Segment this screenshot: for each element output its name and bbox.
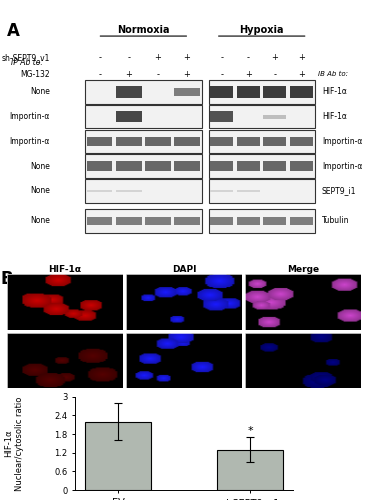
FancyBboxPatch shape <box>174 136 200 146</box>
FancyBboxPatch shape <box>116 190 142 192</box>
FancyBboxPatch shape <box>210 111 233 122</box>
FancyBboxPatch shape <box>263 162 286 171</box>
Text: Importin-α: Importin-α <box>9 137 50 146</box>
Text: sh-SEPT9_v1: sh-SEPT9_v1 <box>1 52 50 62</box>
FancyBboxPatch shape <box>237 190 260 192</box>
FancyBboxPatch shape <box>87 190 113 192</box>
FancyBboxPatch shape <box>263 86 286 98</box>
Text: SEPT9_i1: SEPT9_i1 <box>322 186 356 196</box>
Text: +: + <box>298 52 305 62</box>
FancyBboxPatch shape <box>85 80 202 104</box>
Text: HIF-1α: HIF-1α <box>322 112 347 121</box>
FancyBboxPatch shape <box>209 130 315 153</box>
Text: IP Ab to:: IP Ab to: <box>11 58 43 66</box>
Text: -: - <box>273 70 276 79</box>
FancyBboxPatch shape <box>237 216 260 225</box>
FancyBboxPatch shape <box>210 216 233 225</box>
FancyBboxPatch shape <box>85 130 202 153</box>
FancyBboxPatch shape <box>210 86 233 98</box>
Text: +: + <box>245 70 252 79</box>
FancyBboxPatch shape <box>209 209 315 233</box>
Text: *: * <box>247 426 253 436</box>
FancyBboxPatch shape <box>263 114 286 118</box>
Text: -: - <box>127 52 130 62</box>
Text: IB Ab to:: IB Ab to: <box>318 72 348 78</box>
FancyBboxPatch shape <box>237 162 260 171</box>
Bar <box>217 450 283 490</box>
Text: -: - <box>220 70 223 79</box>
Title: HIF-1α: HIF-1α <box>49 264 82 274</box>
Bar <box>85 422 151 490</box>
FancyBboxPatch shape <box>145 162 171 171</box>
FancyBboxPatch shape <box>116 162 142 171</box>
FancyBboxPatch shape <box>263 216 286 225</box>
Text: +: + <box>155 52 162 62</box>
Text: -: - <box>247 52 250 62</box>
Text: Importin-α: Importin-α <box>322 137 362 146</box>
Text: None: None <box>30 216 50 225</box>
Text: -: - <box>156 70 159 79</box>
Text: -: - <box>98 52 101 62</box>
FancyBboxPatch shape <box>263 136 286 146</box>
Text: +: + <box>272 52 279 62</box>
Text: B: B <box>0 270 13 288</box>
FancyBboxPatch shape <box>174 216 200 225</box>
FancyBboxPatch shape <box>174 88 200 96</box>
Text: HIF-1α: HIF-1α <box>322 88 347 96</box>
FancyBboxPatch shape <box>174 162 200 171</box>
FancyBboxPatch shape <box>209 80 315 104</box>
FancyBboxPatch shape <box>87 136 113 146</box>
Text: None: None <box>30 186 50 196</box>
FancyBboxPatch shape <box>85 105 202 128</box>
FancyBboxPatch shape <box>87 216 113 225</box>
Text: Hypoxia: Hypoxia <box>240 25 284 35</box>
Text: None: None <box>30 162 50 170</box>
FancyBboxPatch shape <box>145 136 171 146</box>
FancyBboxPatch shape <box>116 216 142 225</box>
FancyBboxPatch shape <box>145 216 171 225</box>
Title: DAPI: DAPI <box>172 264 196 274</box>
FancyBboxPatch shape <box>116 86 142 98</box>
FancyBboxPatch shape <box>210 162 233 171</box>
Text: Normoxia: Normoxia <box>117 25 170 35</box>
FancyBboxPatch shape <box>85 179 202 203</box>
Text: -: - <box>220 52 223 62</box>
FancyBboxPatch shape <box>290 162 313 171</box>
FancyBboxPatch shape <box>237 136 260 146</box>
Text: MG-132: MG-132 <box>20 70 50 79</box>
Text: None: None <box>30 88 50 96</box>
Y-axis label: HIF-1α
Nuclear/cytosolic ratio: HIF-1α Nuclear/cytosolic ratio <box>4 396 24 490</box>
FancyBboxPatch shape <box>87 162 113 171</box>
FancyBboxPatch shape <box>85 209 202 233</box>
Text: +: + <box>298 70 305 79</box>
FancyBboxPatch shape <box>85 154 202 178</box>
FancyBboxPatch shape <box>290 216 313 225</box>
Title: Merge: Merge <box>287 264 319 274</box>
FancyBboxPatch shape <box>116 111 142 122</box>
FancyBboxPatch shape <box>209 105 315 128</box>
FancyBboxPatch shape <box>209 154 315 178</box>
Text: +: + <box>184 70 191 79</box>
FancyBboxPatch shape <box>210 136 233 146</box>
Text: Importin-α: Importin-α <box>9 112 50 121</box>
Text: Importin-α: Importin-α <box>322 162 362 170</box>
FancyBboxPatch shape <box>290 136 313 146</box>
FancyBboxPatch shape <box>210 190 233 192</box>
Text: -: - <box>98 70 101 79</box>
FancyBboxPatch shape <box>290 86 313 98</box>
Text: +: + <box>125 70 132 79</box>
Text: +: + <box>184 52 191 62</box>
FancyBboxPatch shape <box>116 136 142 146</box>
Text: Tubulin: Tubulin <box>322 216 349 225</box>
FancyBboxPatch shape <box>209 179 315 203</box>
FancyBboxPatch shape <box>237 86 260 98</box>
Text: A: A <box>7 22 20 40</box>
